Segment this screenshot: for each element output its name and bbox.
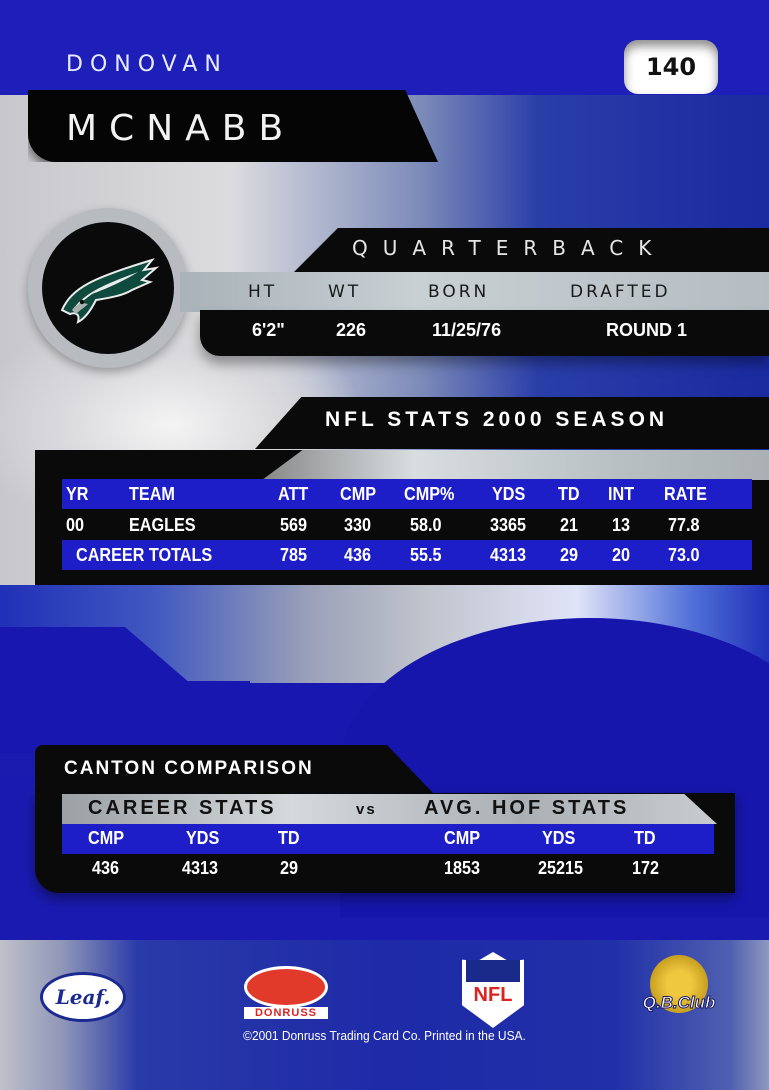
cell-cmp: 330: [344, 515, 372, 535]
bio-header-ht: HT: [248, 282, 278, 302]
cell-career-yds: 4313: [490, 545, 527, 565]
cell-career-att: 785: [280, 545, 308, 565]
copyright-text: ©2001 Donruss Trading Card Co. Printed i…: [243, 1028, 526, 1043]
col-yr: YR: [66, 484, 89, 504]
cell-rate: 77.8: [668, 515, 700, 535]
stats-row-00: 00 EAGLES 569 330 58.0 3365 21 13 77.8: [62, 510, 752, 540]
stats-silver-strip: [262, 450, 769, 480]
canton-val-cmp: 436: [92, 858, 120, 878]
cell-career-int: 20: [612, 545, 631, 565]
canton-hof-val-td: 172: [632, 858, 660, 878]
col-team: TEAM: [129, 484, 175, 504]
bio-born: 11/25/76: [432, 320, 502, 340]
col-yds: YDS: [492, 484, 526, 504]
canton-vs: vs: [356, 801, 377, 818]
first-name: DONOVAN: [66, 52, 228, 77]
last-name-bar: [28, 90, 438, 162]
eagles-logo-icon: [60, 258, 160, 324]
position-label: QUARTERBACK: [352, 236, 667, 260]
last-name: MCNABB: [66, 108, 296, 149]
bio-header-wt: WT: [328, 282, 362, 302]
col-td: TD: [558, 484, 580, 504]
cell-cmp-pct: 58.0: [410, 515, 442, 535]
bio-header-born: BORN: [428, 282, 490, 302]
nfl-wordmark: NFL: [473, 984, 513, 1006]
cell-att: 569: [280, 515, 308, 535]
footer-band: [0, 940, 769, 1090]
canton-columns-row: [62, 824, 714, 854]
stats-title: NFL STATS 2000 SEASON: [325, 408, 669, 431]
bio-header-strip: [180, 272, 769, 312]
cell-int: 13: [612, 515, 631, 535]
bio-values-bar: [200, 310, 769, 356]
col-att: ATT: [278, 484, 309, 504]
qb-club-wordmark: Q.B.Club: [642, 993, 716, 1013]
canton-col-cmp: CMP: [88, 828, 124, 848]
canton-header-strip: [62, 794, 717, 824]
bio-drafted: ROUND 1: [606, 320, 688, 340]
nfl-shield-stars: [466, 960, 520, 982]
canton-title-bar: [35, 745, 435, 795]
stats-career-row: CAREER TOTALS 785 436 55.5 4313 29 20 73…: [62, 540, 752, 570]
cell-career-label: CAREER TOTALS: [76, 545, 213, 565]
canton-hof-col-td: TD: [634, 828, 656, 848]
canton-hof-heading: AVG. HOF STATS: [424, 797, 630, 819]
cell-career-cmp-pct: 55.5: [410, 545, 442, 565]
qb-club-logo-icon: Q.B.Club: [636, 955, 722, 1025]
canton-hof-col-yds: YDS: [542, 828, 576, 848]
cell-yr: 00: [66, 515, 85, 535]
canton-career-heading: CAREER STATS: [88, 797, 277, 819]
col-rate: RATE: [664, 484, 707, 504]
donruss-wordmark: DONRUSS: [244, 1007, 328, 1019]
bio-weight: 226: [336, 320, 367, 340]
bio-height: 6'2": [252, 320, 285, 340]
col-cmp-pct: CMP%: [404, 484, 455, 504]
col-int: INT: [608, 484, 635, 504]
canton-hof-col-cmp: CMP: [444, 828, 480, 848]
stats-title-bar: [255, 397, 769, 449]
donruss-oval: [244, 966, 328, 1008]
cell-yds: 3365: [490, 515, 527, 535]
position-bar: [290, 228, 769, 276]
cell-career-cmp: 436: [344, 545, 372, 565]
bio-header-drafted: DRAFTED: [570, 282, 671, 302]
cell-career-rate: 73.0: [668, 545, 700, 565]
canton-col-yds: YDS: [186, 828, 220, 848]
canton-hof-val-cmp: 1853: [444, 858, 481, 878]
cell-td: 21: [560, 515, 579, 535]
canton-val-td: 29: [280, 858, 299, 878]
leaf-logo-icon: Leaf.: [40, 972, 126, 1022]
col-cmp: CMP: [340, 484, 376, 504]
cell-career-td: 29: [560, 545, 579, 565]
canton-hof-val-yds: 25215: [538, 858, 584, 878]
cell-team: EAGLES: [129, 515, 196, 535]
canton-val-yds: 4313: [182, 858, 219, 878]
card-number-badge: 140: [624, 40, 718, 94]
canton-title: CANTON COMPARISON: [64, 758, 314, 779]
canton-col-td: TD: [278, 828, 300, 848]
stats-header-row: YR TEAM ATT CMP CMP% YDS TD INT RATE: [62, 479, 752, 509]
donruss-logo-icon: DONRUSS: [244, 966, 328, 1022]
qb-club-sunburst: [650, 955, 708, 1013]
